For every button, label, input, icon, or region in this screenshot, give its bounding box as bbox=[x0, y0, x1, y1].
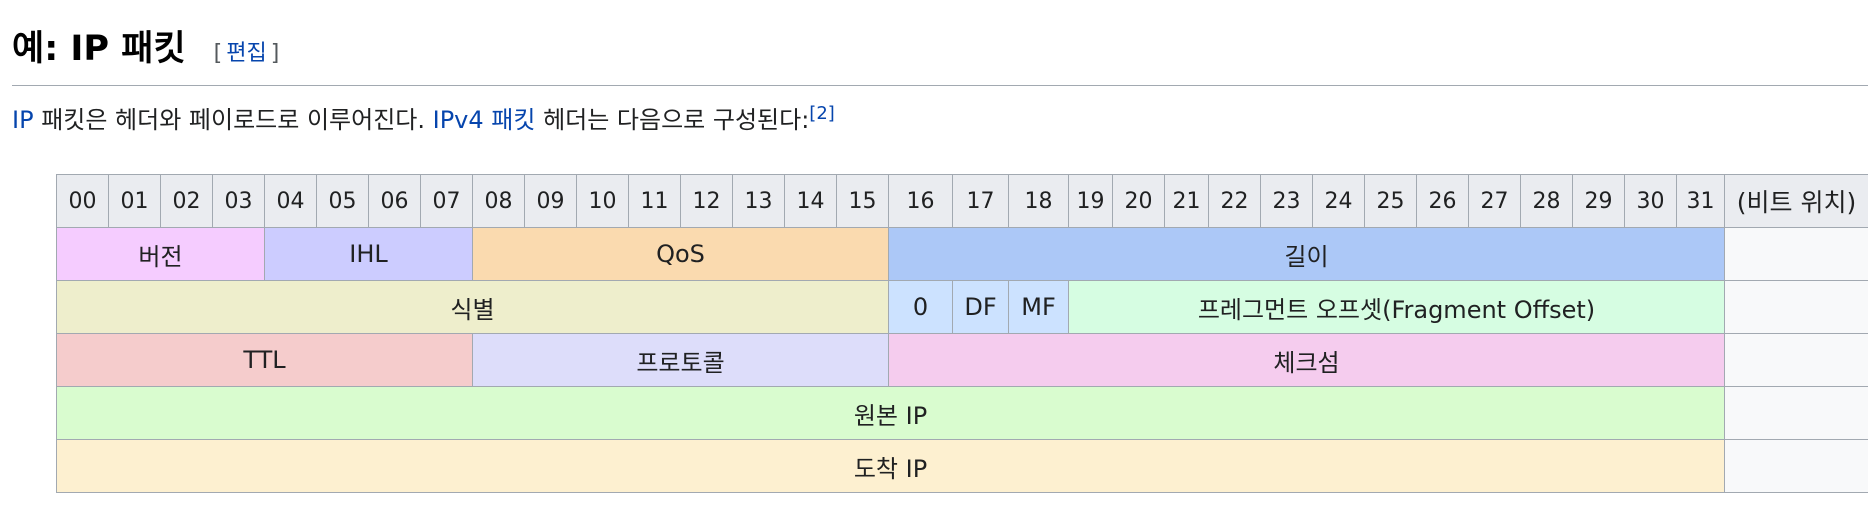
edit-link[interactable]: 편집 bbox=[226, 41, 267, 66]
field-cell: QoS bbox=[472, 227, 889, 281]
bit-header-cell: 06 bbox=[368, 174, 421, 228]
field-cell: 체크섬 bbox=[888, 333, 1725, 387]
bit-header-cell: 24 bbox=[1312, 174, 1365, 228]
bit-header-cell: 12 bbox=[680, 174, 733, 228]
packet-row: 원본 IP bbox=[56, 386, 1868, 440]
bit-header-cell: 23 bbox=[1260, 174, 1313, 228]
bit-header-cell: 00 bbox=[56, 174, 109, 228]
bit-header-cell: 07 bbox=[420, 174, 473, 228]
field-cell: 식별 bbox=[56, 280, 889, 334]
bit-header-cell: 30 bbox=[1624, 174, 1677, 228]
section-title: 예: IP 패킷 bbox=[12, 29, 186, 69]
bit-header-cell: 28 bbox=[1520, 174, 1573, 228]
bit-header-cell: 15 bbox=[836, 174, 889, 228]
field-cell: TTL bbox=[56, 333, 473, 387]
bit-header-cell: 18 bbox=[1008, 174, 1069, 228]
intro-text-2: 헤더는 다음으로 구성된다: bbox=[535, 106, 810, 134]
bit-position-empty-cell bbox=[1724, 227, 1868, 281]
field-cell: 프로토콜 bbox=[472, 333, 889, 387]
bit-header-cell: 26 bbox=[1416, 174, 1469, 228]
bit-header-cell: 02 bbox=[160, 174, 213, 228]
field-cell: 프레그먼트 오프셋(Fragment Offset) bbox=[1068, 280, 1725, 334]
bit-position-empty-cell bbox=[1724, 439, 1868, 493]
bit-header-cell: 27 bbox=[1468, 174, 1521, 228]
bit-header-cell: 19 bbox=[1068, 174, 1113, 228]
intro-paragraph: IP 패킷은 헤더와 페이로드로 이루어진다. IPv4 패킷 헤더는 다음으로… bbox=[12, 100, 835, 140]
bit-header-cell: 16 bbox=[888, 174, 953, 228]
bit-header-cell: 22 bbox=[1208, 174, 1261, 228]
reference-link[interactable]: [2] bbox=[809, 103, 835, 124]
bit-position-empty-cell bbox=[1724, 280, 1868, 334]
packet-row: TTL 프로토콜 체크섬 bbox=[56, 333, 1868, 387]
bit-header-cell: 25 bbox=[1364, 174, 1417, 228]
intro-text-1: 패킷은 헤더와 페이로드로 이루어진다. bbox=[33, 106, 433, 134]
bit-header-cell: 11 bbox=[628, 174, 681, 228]
edit-bracket-open: [ bbox=[213, 41, 223, 66]
bit-header-cell: 17 bbox=[952, 174, 1009, 228]
ip-link[interactable]: IP bbox=[12, 106, 34, 134]
field-cell: DF bbox=[952, 280, 1009, 334]
field-cell: 길이 bbox=[888, 227, 1725, 281]
bit-position-empty-cell bbox=[1724, 386, 1868, 440]
bit-position-header: (비트 위치) bbox=[1724, 174, 1868, 228]
field-cell: 0 bbox=[888, 280, 953, 334]
field-cell: 원본 IP bbox=[56, 386, 1725, 440]
bit-header-cell: 09 bbox=[524, 174, 577, 228]
packet-body: 버전 IHL QoS 길이 식별 0 DF MF 프레그먼트 오프셋(Fragment Offs… bbox=[56, 227, 1868, 493]
bit-header-cell: 20 bbox=[1112, 174, 1165, 228]
field-cell: MF bbox=[1008, 280, 1069, 334]
ip-header-table: 00 01 02 03 04 05 06 07 08 09 10 11 12 13 14 15 16 17 18 19… bbox=[56, 174, 1868, 493]
bit-header-row: 00 01 02 03 04 05 06 07 08 09 10 11 12 13 14 15 16 17 18 19… bbox=[56, 174, 1868, 228]
ipv4-packet-link[interactable]: IPv4 패킷 bbox=[432, 106, 536, 134]
reference-sup: [2] bbox=[809, 103, 835, 124]
bit-header-cell: 21 bbox=[1164, 174, 1209, 228]
edit-bracket-close: ] bbox=[270, 41, 280, 66]
edit-section: [편집] bbox=[214, 35, 280, 67]
bit-header-cell: 04 bbox=[264, 174, 317, 228]
bit-header-cell: 08 bbox=[472, 174, 525, 228]
bit-position-empty-cell bbox=[1724, 333, 1868, 387]
field-cell: 도착 IP bbox=[56, 439, 1725, 493]
field-cell: 버전 bbox=[56, 227, 265, 281]
bit-header-cell: 29 bbox=[1572, 174, 1625, 228]
field-cell: IHL bbox=[264, 227, 473, 281]
packet-row: 도착 IP bbox=[56, 439, 1868, 493]
bit-header-cell: 03 bbox=[212, 174, 265, 228]
packet-row: 식별 0 DF MF 프레그먼트 오프셋(Fragment Offset) bbox=[56, 280, 1868, 334]
bit-header-cell: 13 bbox=[732, 174, 785, 228]
bit-header-cell: 31 bbox=[1676, 174, 1725, 228]
bit-header-cell: 01 bbox=[108, 174, 161, 228]
bit-header-cell: 05 bbox=[316, 174, 369, 228]
packet-row: 버전 IHL QoS 길이 bbox=[56, 227, 1868, 281]
bit-header-cell: 10 bbox=[576, 174, 629, 228]
bit-header-cell: 14 bbox=[784, 174, 837, 228]
section-heading: 예: IP 패킷 [편집] bbox=[12, 24, 1868, 86]
